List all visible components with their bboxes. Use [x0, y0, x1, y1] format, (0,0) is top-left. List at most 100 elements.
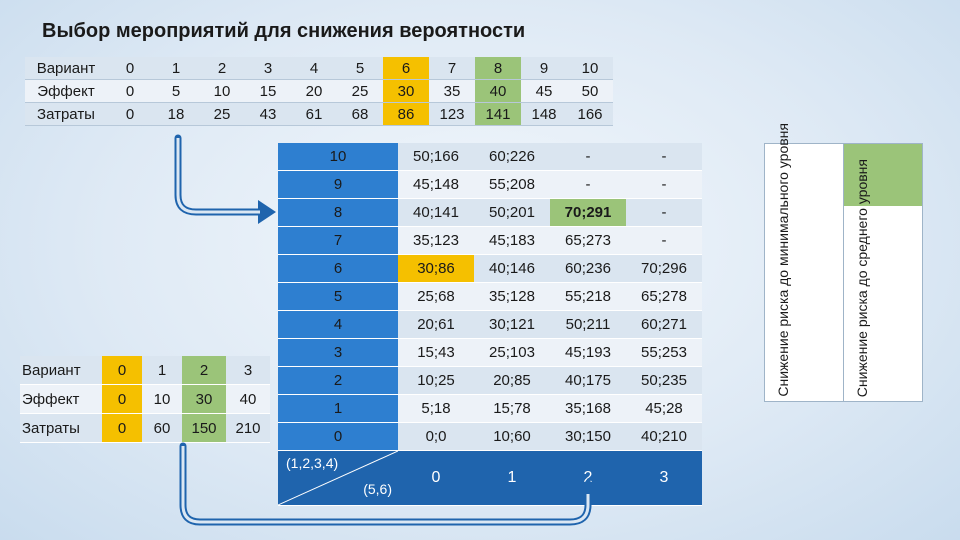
grid-cell: 50;235 — [626, 366, 702, 395]
corner-bottom-label: (5,6) — [363, 481, 392, 497]
table-cell: 0 — [107, 57, 153, 80]
table-cell: 50 — [567, 79, 613, 103]
grid-row: 6 30;86 40;146 60;236 70;296 — [278, 254, 702, 283]
table-cell: 15 — [245, 79, 291, 103]
grid-cell: 65;273 — [550, 226, 626, 255]
corner-diagonal-line — [278, 451, 398, 505]
legend-mid-risk: Снижение риска до среднего уровня — [843, 143, 923, 402]
arrow-bottom-to-grid — [179, 442, 592, 526]
table-cell-highlight: 0 — [102, 356, 142, 385]
table-cell: 60 — [142, 413, 182, 443]
table-cell: 5 — [153, 79, 199, 103]
grid-cell: 45;193 — [550, 338, 626, 367]
grid-cell: 15;43 — [398, 338, 474, 367]
table-cell: 43 — [245, 102, 291, 126]
table-cell: 10 — [199, 79, 245, 103]
table-cell-highlight: 150 — [182, 413, 226, 443]
table-cell: 0 — [107, 102, 153, 126]
column-header: 0 — [398, 450, 474, 506]
table-cell: 3 — [226, 356, 270, 385]
row-label: Эффект — [20, 384, 102, 414]
table-cell: 3 — [245, 57, 291, 80]
grid-cell: 55;218 — [550, 282, 626, 311]
legend-min-risk: Снижение риска до минимального уровня — [764, 123, 844, 402]
combination-grid: 10 50;166 60;226 - - 9 45;148 55;208 - -… — [278, 143, 702, 506]
row-label: 9 — [278, 170, 398, 199]
grid-cell: 20;85 — [474, 366, 550, 395]
grid-cell: 15;78 — [474, 394, 550, 423]
table-row: Затраты 0 60 150 210 — [20, 413, 270, 443]
row-label: 8 — [278, 198, 398, 227]
table-cell-highlight: 2 — [182, 356, 226, 385]
grid-column-header-row: (1,2,3,4) (5,6) 0 1 2 3 — [278, 450, 702, 506]
table-cell-highlight: 0 — [102, 384, 142, 414]
table-cell: 25 — [337, 79, 383, 103]
table-cell-highlight: 8 — [475, 57, 521, 80]
bottom-variants-table: Вариант 0 1 2 3 Эффект 0 10 30 40 Затрат… — [20, 356, 270, 443]
grid-cell: 30;121 — [474, 310, 550, 339]
page-title: Выбор мероприятий для снижения вероятнос… — [42, 20, 526, 42]
row-label: 5 — [278, 282, 398, 311]
grid-cell: 25;103 — [474, 338, 550, 367]
row-label: 10 — [278, 143, 398, 171]
row-label: 4 — [278, 310, 398, 339]
grid-cell: 10;25 — [398, 366, 474, 395]
grid-cell: 55;208 — [474, 170, 550, 199]
table-cell-highlight: 0 — [102, 413, 142, 443]
grid-cell: 40;141 — [398, 198, 474, 227]
table-row: Эффект 0 5 10 15 20 25 30 35 40 45 50 — [25, 79, 613, 103]
table-cell-highlight: 40 — [475, 79, 521, 103]
grid-row: 9 45;148 55;208 - - — [278, 170, 702, 199]
table-cell: 2 — [199, 57, 245, 80]
grid-cell: 25;68 — [398, 282, 474, 311]
table-cell: 18 — [153, 102, 199, 126]
grid-row: 8 40;141 50;201 70;291 - — [278, 198, 702, 227]
arrow-top-to-grid — [174, 134, 264, 216]
grid-cell: 45;183 — [474, 226, 550, 255]
table-row: Затраты 0 18 25 43 61 68 86 123 141 148 … — [25, 102, 613, 126]
table-cell: 40 — [226, 384, 270, 414]
row-label: 6 — [278, 254, 398, 283]
table-row: Вариант 0 1 2 3 4 5 6 7 8 9 10 — [25, 57, 613, 80]
grid-cell: - — [550, 143, 626, 171]
grid-row: 2 10;25 20;85 40;175 50;235 — [278, 366, 702, 395]
grid-cell: 10;60 — [474, 422, 550, 451]
grid-cell: 60;226 — [474, 143, 550, 171]
grid-cell: - — [626, 198, 702, 227]
table-cell: 9 — [521, 57, 567, 80]
grid-cell: 70;296 — [626, 254, 702, 283]
grid-row: 10 50;166 60;226 - - — [278, 143, 702, 171]
grid-cell: 5;18 — [398, 394, 474, 423]
table-cell: 7 — [429, 57, 475, 80]
grid-cell-highlight: 30;86 — [398, 254, 474, 283]
corner-top-label: (1,2,3,4) — [286, 455, 339, 471]
row-label: 7 — [278, 226, 398, 255]
grid-cell: 50;166 — [398, 143, 474, 171]
grid-cell: 35;128 — [474, 282, 550, 311]
table-cell: 1 — [153, 57, 199, 80]
grid-cell: 30;150 — [550, 422, 626, 451]
legend-mid-swatch — [844, 144, 922, 206]
table-cell: 4 — [291, 57, 337, 80]
row-label: Затраты — [25, 102, 107, 126]
grid-row: 4 20;61 30;121 50;211 60;271 — [278, 310, 702, 339]
row-label: 1 — [278, 394, 398, 423]
row-label: Затраты — [20, 413, 102, 443]
row-label: Вариант — [20, 356, 102, 385]
grid-cell: 0;0 — [398, 422, 474, 451]
grid-cell: - — [626, 226, 702, 255]
grid-cell: - — [626, 170, 702, 199]
grid-cell: 60;271 — [626, 310, 702, 339]
column-header: 1 — [474, 450, 550, 506]
grid-cell: 20;61 — [398, 310, 474, 339]
grid-cell: 55;253 — [626, 338, 702, 367]
table-cell: 123 — [429, 102, 475, 126]
row-label: 0 — [278, 422, 398, 451]
table-cell: 20 — [291, 79, 337, 103]
table-cell: 166 — [567, 102, 613, 126]
grid-cell: 40;175 — [550, 366, 626, 395]
grid-cell: 40;210 — [626, 422, 702, 451]
grid-cell: 45;28 — [626, 394, 702, 423]
table-row: Вариант 0 1 2 3 — [20, 356, 270, 385]
grid-row: 7 35;123 45;183 65;273 - — [278, 226, 702, 255]
